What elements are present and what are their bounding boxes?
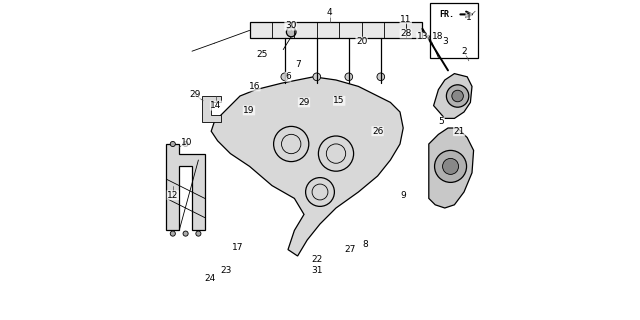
Circle shape bbox=[183, 231, 188, 236]
Text: 7: 7 bbox=[295, 60, 300, 68]
Text: 31: 31 bbox=[311, 266, 323, 275]
Text: 20: 20 bbox=[356, 37, 367, 46]
Text: 14: 14 bbox=[211, 101, 221, 110]
Text: 8: 8 bbox=[362, 240, 367, 249]
Circle shape bbox=[287, 27, 296, 37]
Text: 21: 21 bbox=[454, 127, 465, 136]
Circle shape bbox=[196, 231, 201, 236]
Text: 29: 29 bbox=[298, 98, 310, 107]
Text: 2: 2 bbox=[461, 47, 467, 56]
Circle shape bbox=[452, 90, 463, 102]
Circle shape bbox=[170, 141, 175, 147]
Text: 9: 9 bbox=[401, 191, 406, 200]
Circle shape bbox=[447, 85, 468, 107]
Polygon shape bbox=[166, 144, 205, 230]
Circle shape bbox=[443, 158, 458, 174]
Text: 25: 25 bbox=[257, 50, 268, 59]
Circle shape bbox=[435, 150, 467, 182]
Text: 19: 19 bbox=[243, 106, 255, 115]
Text: 16: 16 bbox=[249, 82, 260, 91]
Circle shape bbox=[183, 141, 188, 147]
Text: 18: 18 bbox=[432, 32, 444, 41]
Text: 24: 24 bbox=[204, 274, 215, 283]
Text: 6: 6 bbox=[285, 72, 291, 81]
Text: 11: 11 bbox=[400, 15, 412, 24]
Text: FR.: FR. bbox=[439, 10, 454, 19]
Text: 30: 30 bbox=[285, 21, 296, 30]
Text: 17: 17 bbox=[232, 244, 243, 252]
Text: 3: 3 bbox=[442, 37, 447, 46]
Circle shape bbox=[170, 231, 175, 236]
Text: 28: 28 bbox=[400, 29, 412, 38]
Polygon shape bbox=[202, 96, 221, 122]
Circle shape bbox=[281, 73, 289, 81]
Circle shape bbox=[345, 73, 353, 81]
Text: 26: 26 bbox=[372, 127, 383, 136]
Text: 23: 23 bbox=[220, 266, 231, 275]
Text: 27: 27 bbox=[345, 245, 356, 254]
Text: 1: 1 bbox=[466, 13, 472, 22]
Text: 10: 10 bbox=[182, 138, 193, 147]
Polygon shape bbox=[429, 128, 474, 208]
Text: 12: 12 bbox=[167, 191, 179, 200]
Text: 4: 4 bbox=[327, 8, 332, 17]
Text: 15: 15 bbox=[333, 96, 345, 105]
Text: 22: 22 bbox=[311, 255, 323, 264]
Polygon shape bbox=[211, 77, 403, 256]
Polygon shape bbox=[250, 22, 422, 38]
Circle shape bbox=[313, 73, 321, 81]
Text: 29: 29 bbox=[189, 90, 200, 99]
Circle shape bbox=[377, 73, 385, 81]
Text: 5: 5 bbox=[439, 117, 444, 126]
Polygon shape bbox=[434, 74, 472, 118]
Text: 13: 13 bbox=[417, 32, 428, 41]
